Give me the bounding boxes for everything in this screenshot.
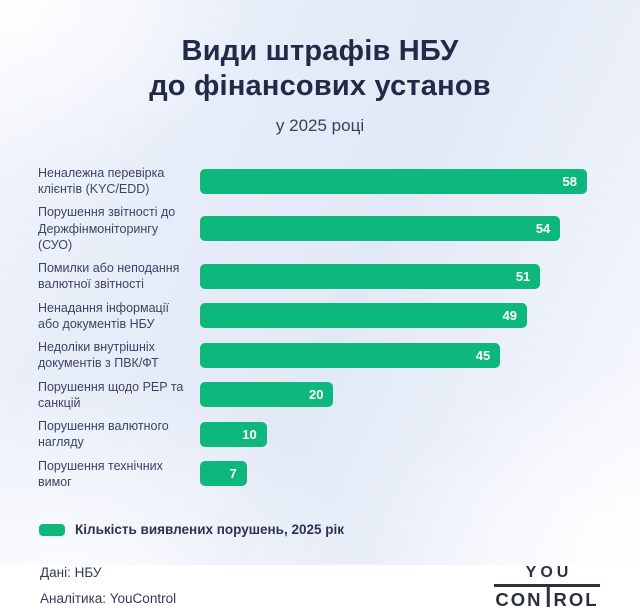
bar: 20: [200, 382, 334, 408]
bar-value: 58: [562, 173, 577, 189]
bar-label: Порушення технічних вимог: [38, 458, 163, 489]
bar-chart: Неналежна перевірка клієнтів (KYC/EDD) 5…: [38, 165, 587, 490]
bar-label: Порушення щодо PEP та санкцій: [38, 379, 184, 410]
youcontrol-logo: YOU CON ROL: [494, 565, 600, 609]
bar: 45: [200, 342, 501, 368]
bar-label: Помилки або неподання валютної звітності: [38, 261, 180, 292]
analytics-credit: Аналітика: YouControl: [40, 591, 177, 607]
bar: 58: [200, 168, 587, 194]
title-line-1: Види штрафів НБУ: [181, 35, 459, 67]
legend-label: Кількість виявлених порушень, 2025 рік: [75, 522, 344, 537]
bar-label: Порушення валютного нагляду: [38, 419, 169, 450]
bar-track: 51: [200, 263, 587, 289]
legend: Кількість виявлених порушень, 2025 рік: [39, 522, 640, 537]
chart-row: Порушення валютного нагляду 10: [38, 418, 587, 451]
logo-con-text: CON: [495, 588, 543, 610]
bar-value: 20: [308, 387, 324, 403]
chart-row: Порушення звітності до Держфінмоніторинг…: [38, 204, 587, 253]
legend-swatch: [39, 523, 65, 536]
bar: 10: [200, 421, 267, 447]
bar-value: 54: [535, 221, 551, 237]
data-source: Дані: НБУ: [40, 565, 102, 580]
footer: Дані: НБУ Аналітика: YouControl YOU CON R…: [40, 560, 600, 613]
logo-you-text: YOU: [525, 564, 573, 581]
subtitle: у 2025 році: [275, 115, 365, 135]
page-title: Види штрафів НБУ до фінансових установ: [0, 34, 640, 105]
chart-row: Недоліки внутрішніх документів з ПВК/ФТ …: [38, 339, 587, 372]
bar-value: 49: [502, 308, 517, 324]
infographic: Види штрафів НБУ до фінансових установ у…: [0, 0, 640, 565]
title-line-2: до фінансових установ: [149, 70, 491, 103]
bar-value: 10: [242, 426, 257, 442]
bar-value: 45: [475, 347, 491, 363]
bar-track: 49: [200, 303, 587, 329]
bar: 7: [200, 461, 247, 487]
title-block: Види штрафів НБУ до фінансових установ у…: [0, 34, 640, 136]
chart-row: Ненадання інформації або документів НБУ …: [38, 300, 587, 333]
bar-value: 51: [515, 268, 531, 284]
logo-rol-text: ROL: [553, 588, 599, 610]
bar-track: 45: [200, 342, 587, 368]
bar: 49: [200, 303, 527, 329]
bar-rows: Неналежна перевірка клієнтів (KYC/EDD) 5…: [38, 165, 587, 490]
bar-track: 7: [200, 461, 587, 487]
chart-row: Порушення щодо PEP та санкцій 20: [38, 379, 587, 412]
bar-label: Недоліки внутрішніх документів з ПВК/ФТ: [38, 340, 159, 371]
logo-control-text: CON ROL: [494, 588, 600, 610]
bar-track: 58: [200, 168, 587, 194]
chart-row: Неналежна перевірка клієнтів (KYC/EDD) 5…: [38, 165, 587, 198]
bar: 51: [200, 263, 541, 289]
bar-label: Ненадання інформації або документів НБУ: [38, 300, 169, 331]
bar-label: Неналежна перевірка клієнтів (KYC/EDD): [38, 165, 165, 196]
footer-credits: Дані: НБУ Аналітика: YouControl: [40, 560, 176, 613]
chart-row: Помилки або неподання валютної звітності…: [38, 260, 587, 293]
bar-track: 20: [200, 382, 587, 408]
bar-track: 54: [200, 216, 587, 242]
bar-label: Порушення звітності до Держфінмоніторинг…: [38, 205, 176, 252]
bar-value: 7: [229, 466, 237, 482]
chart-row: Порушення технічних вимог 7: [38, 458, 587, 491]
bar-track: 10: [200, 421, 587, 447]
logo-t-stem: [543, 593, 554, 609]
bar: 54: [200, 216, 561, 242]
